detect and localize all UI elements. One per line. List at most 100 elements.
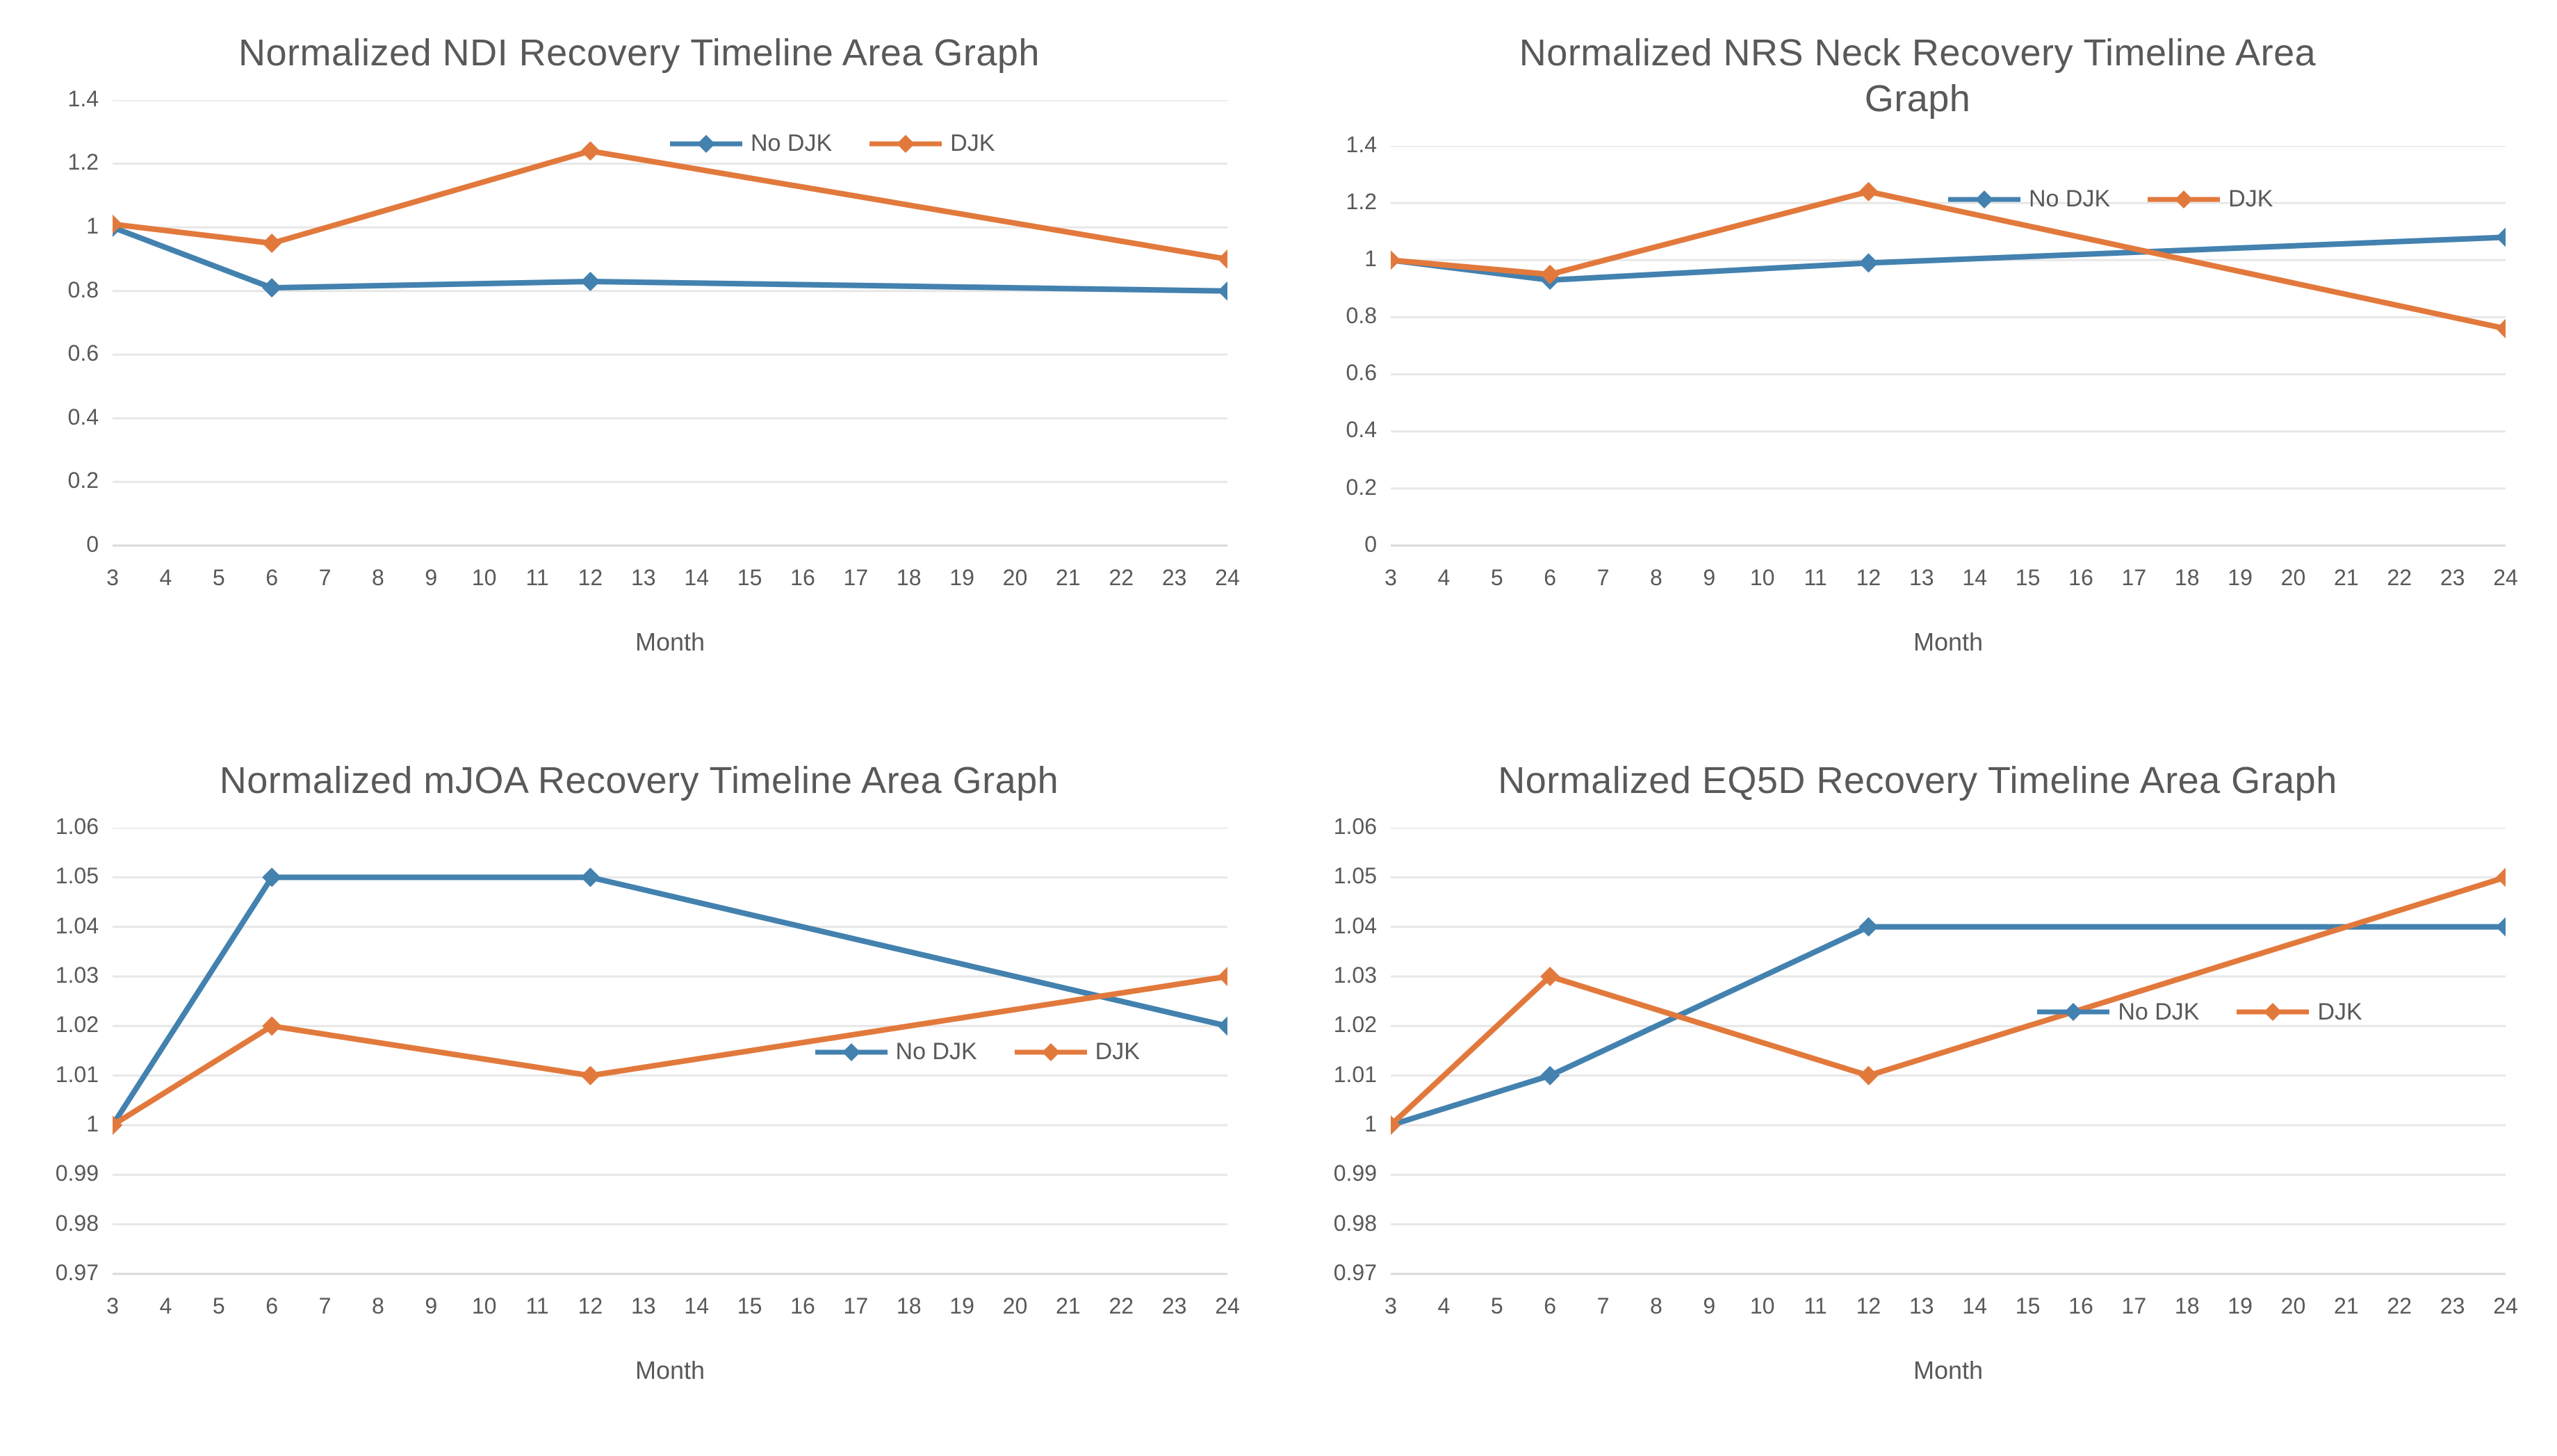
x-tick-label-3: 3	[1384, 564, 1397, 590]
legend-label-djk: DJK	[2317, 998, 2362, 1025]
y-tick-label-1: 1	[1364, 1111, 1377, 1136]
x-tick-label-7: 7	[1596, 1293, 1610, 1318]
legend-item-no-djk: No DJK	[1948, 186, 2110, 213]
legend-marker-djk	[2237, 1003, 2310, 1022]
legend: No DJK DJK	[815, 1038, 1140, 1066]
x-tick-label-18: 18	[2174, 1293, 2200, 1318]
legend-label-no-djk: No DJK	[2118, 998, 2200, 1025]
legend: No DJK DJK	[670, 130, 995, 158]
y-tick-label-1: 1	[86, 213, 99, 239]
y-tick-label-1-03: 1.03	[55, 962, 99, 988]
marker-no-djk-month-24	[2496, 917, 2506, 937]
y-tick-label-1-02: 1.02	[55, 1012, 99, 1038]
marker-djk-month-24	[2496, 318, 2506, 338]
plot-canvas	[1391, 145, 2506, 547]
marker-no-djk-month-12	[580, 271, 601, 291]
y-tick-label-0-2: 0.2	[67, 468, 99, 493]
marker-no-djk-month-6	[262, 867, 282, 887]
series-line-djk	[1391, 188, 2506, 332]
x-tick-label-13: 13	[1909, 1293, 1934, 1318]
x-tick-label-16: 16	[790, 1293, 815, 1318]
chart-nrs-neck: Normalized NRS Neck Recovery Timeline Ar…	[1278, 0, 2557, 728]
plot-canvas	[1391, 827, 2506, 1275]
x-tick-label-18: 18	[896, 564, 922, 590]
x-tick-label-11: 11	[1804, 1293, 1827, 1318]
legend-label-djk: DJK	[1095, 1038, 1140, 1065]
marker-djk-month-24	[1218, 966, 1227, 986]
x-tick-label-10: 10	[471, 1293, 497, 1318]
y-tick-label-0: 0	[86, 531, 99, 557]
x-tick-label-23: 23	[2440, 1293, 2465, 1318]
x-tick-label-15: 15	[2015, 1293, 2041, 1318]
legend-marker-no-djk	[2037, 1003, 2110, 1022]
x-tick-label-24: 24	[2493, 564, 2518, 590]
x-tick-label-4: 4	[159, 1293, 172, 1318]
x-tick-label-5: 5	[1490, 1293, 1503, 1318]
x-tick-label-21: 21	[2334, 1293, 2359, 1318]
y-tick-label-0-98: 0.98	[55, 1210, 99, 1236]
x-tick-label-17: 17	[2121, 1293, 2147, 1318]
x-tick-label-17: 17	[843, 564, 869, 590]
x-tick-label-22: 22	[1109, 564, 1134, 590]
x-tick-label-11: 11	[1804, 564, 1827, 590]
marker-djk-month-3	[113, 1115, 122, 1135]
legend-item-no-djk: No DJK	[2037, 998, 2199, 1026]
y-tick-label-0-6: 0.6	[67, 341, 99, 366]
marker-djk-month-6	[262, 233, 282, 253]
marker-no-djk-month-12	[1858, 253, 1879, 273]
y-tick-label-1-06: 1.06	[55, 813, 99, 839]
y-tick-label-0-8: 0.8	[67, 277, 99, 302]
x-tick-label-15: 15	[737, 564, 762, 590]
x-tick-label-9: 9	[1703, 1293, 1716, 1318]
chart-plot-area-nrs-neck: 0 0.2 0.4 0.6 0.8 1 1.2 1.4 3 4 5 6 7 8 9 10 11 12 13 14 15 1…	[1278, 122, 2557, 728]
plot-canvas	[113, 99, 1227, 547]
legend-marker-djk	[869, 134, 942, 153]
x-axis-title: Month	[1913, 627, 1984, 656]
x-tick-label-15: 15	[737, 1293, 762, 1318]
y-tick-label-1-05: 1.05	[1333, 863, 1377, 889]
series-line-djk	[113, 148, 1227, 262]
x-tick-label-20: 20	[2280, 1293, 2306, 1318]
x-tick-label-12: 12	[1856, 564, 1881, 590]
y-tick-label-1-01: 1.01	[1333, 1061, 1377, 1087]
y-tick-label-1-4: 1.4	[67, 85, 99, 111]
x-tick-label-4: 4	[1437, 564, 1451, 590]
legend-label-no-djk: No DJK	[895, 1038, 977, 1065]
x-tick-label-10: 10	[1749, 564, 1775, 590]
x-tick-label-8: 8	[1649, 1293, 1663, 1318]
x-tick-label-12: 12	[1856, 1293, 1881, 1318]
chart-title-eq5d: Normalized EQ5D Recovery Timeline Area G…	[1498, 760, 2337, 801]
x-tick-label-14: 14	[1962, 564, 1987, 590]
legend-label-no-djk: No DJK	[2029, 186, 2111, 212]
x-tick-label-19: 19	[949, 564, 974, 590]
x-tick-label-10: 10	[471, 564, 497, 590]
series-line-djk	[113, 973, 1227, 1128]
y-tick-label-0-99: 0.99	[55, 1161, 99, 1186]
x-tick-label-23: 23	[1161, 564, 1187, 590]
x-tick-label-12: 12	[578, 1293, 603, 1318]
plot-canvas	[113, 827, 1227, 1275]
legend: No DJK DJK	[1948, 186, 2273, 213]
marker-djk-month-12	[1858, 181, 1879, 202]
chart-ndi: Normalized NDI Recovery Timeline Area Gr…	[0, 0, 1278, 728]
marker-no-djk-month-6	[1540, 1065, 1560, 1086]
legend-marker-no-djk	[670, 134, 742, 153]
marker-djk-month-3	[1391, 250, 1400, 270]
x-axis-title: Month	[1913, 1355, 1984, 1384]
x-tick-label-21: 21	[1056, 1293, 1081, 1318]
y-tick-label-0-8: 0.8	[1346, 303, 1377, 329]
x-tick-label-4: 4	[1437, 1293, 1451, 1318]
y-tick-label-1-4: 1.4	[1346, 131, 1377, 157]
x-tick-label-21: 21	[1056, 564, 1081, 590]
y-tick-label-1: 1	[1364, 246, 1377, 272]
marker-djk-month-24	[1218, 249, 1227, 269]
marker-djk-month-6	[262, 1016, 282, 1036]
marker-djk-month-12	[580, 141, 601, 161]
x-tick-label-4: 4	[159, 564, 172, 590]
legend-item-djk: DJK	[869, 130, 995, 158]
y-tick-label-0-2: 0.2	[1346, 474, 1377, 500]
legend-marker-no-djk	[1948, 190, 2020, 208]
marker-djk-month-3	[113, 214, 122, 234]
marker-no-djk-month-24	[1218, 1016, 1227, 1036]
chart-title-mjoa: Normalized mJOA Recovery Timeline Area G…	[219, 760, 1059, 801]
